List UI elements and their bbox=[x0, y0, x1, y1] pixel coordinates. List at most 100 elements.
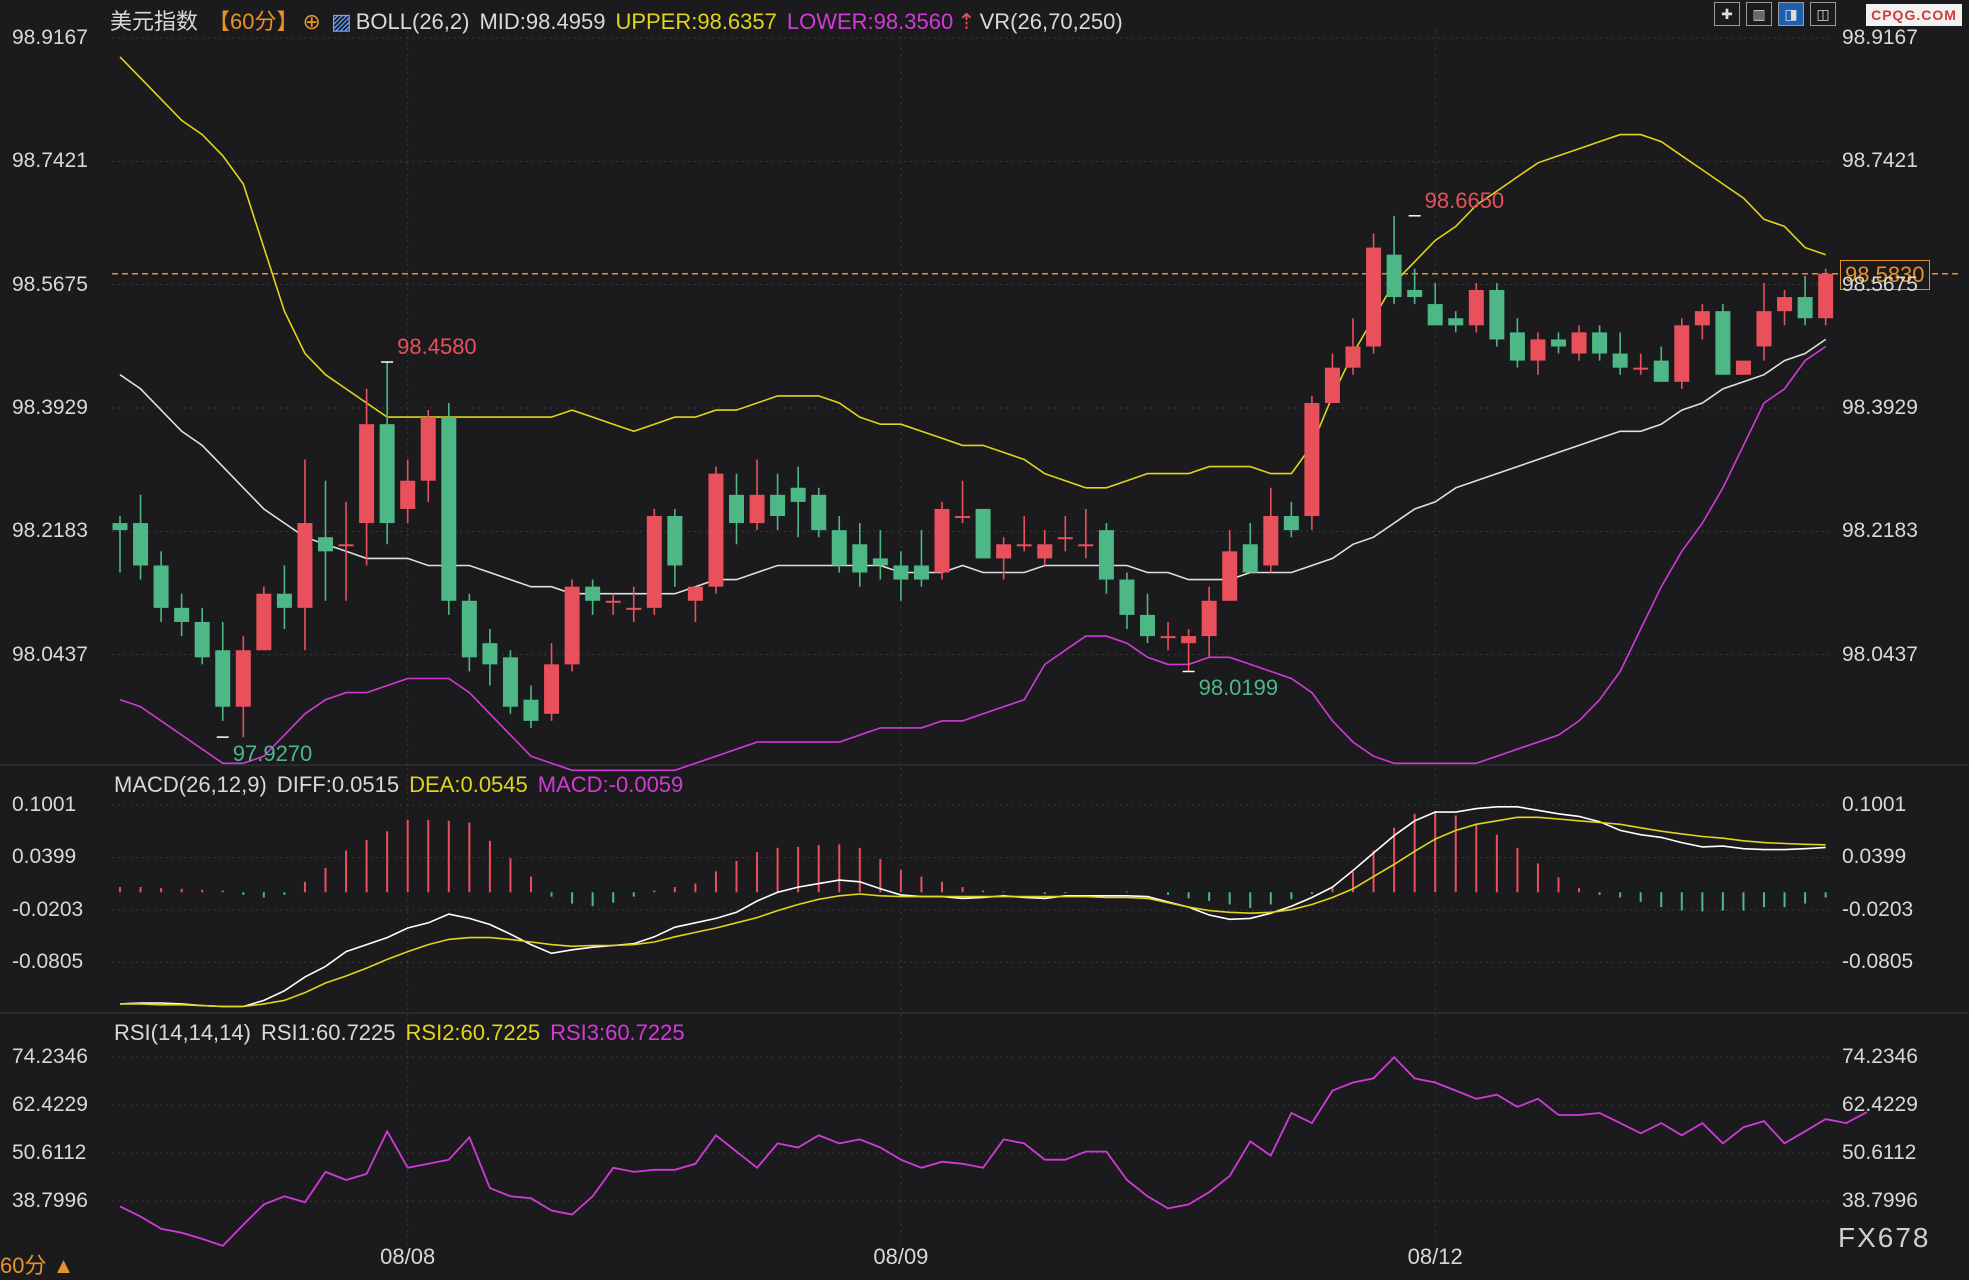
price-tick-left: 98.9167 bbox=[12, 26, 88, 49]
rsi-line bbox=[119, 1056, 1868, 1247]
candle-body bbox=[1427, 304, 1443, 326]
candle-body bbox=[502, 657, 518, 707]
expand-icon[interactable]: ◫ bbox=[1810, 2, 1836, 26]
candle-body bbox=[1653, 360, 1669, 382]
price-tick-right: 98.5675 bbox=[1842, 272, 1918, 296]
candle-body bbox=[872, 558, 888, 566]
candle-body bbox=[1674, 325, 1690, 382]
candle-body bbox=[1119, 579, 1135, 615]
date-label: 08/08 bbox=[380, 1244, 436, 1269]
macd-tick-left: -0.0805 bbox=[12, 950, 84, 974]
rsi-tick-left: 38.7996 bbox=[12, 1189, 88, 1213]
main-legend: 美元指数 【60分】 ⊕ ▨ BOLL(26,2) MID:98.4959 UPPER:98… bbox=[110, 4, 1133, 36]
rsi-tick-right: 74.2346 bbox=[1842, 1045, 1918, 1069]
candle-body bbox=[1304, 402, 1320, 517]
price-tick-left: 98.3929 bbox=[12, 396, 88, 419]
candle-body bbox=[400, 480, 416, 509]
date-label: 08/09 bbox=[873, 1244, 929, 1269]
date-label: 08/12 bbox=[1407, 1244, 1463, 1269]
candle-body bbox=[626, 607, 642, 610]
candle-body bbox=[811, 494, 827, 531]
macd-tick-right: 0.0399 bbox=[1842, 845, 1907, 869]
candle-body bbox=[708, 473, 724, 587]
candle-body bbox=[1468, 289, 1484, 326]
macd-value: MACD:-0.0059 bbox=[537, 772, 684, 797]
price-tick-right: 98.2183 bbox=[1842, 519, 1918, 543]
candle-body bbox=[564, 586, 580, 665]
boll-label: BOLL(26,2) bbox=[355, 9, 470, 34]
site-logo: CPQG.COM bbox=[1866, 4, 1962, 26]
rsi-tick-left: 50.6112 bbox=[12, 1141, 87, 1165]
vr-label: VR(26,70,250) bbox=[979, 9, 1123, 34]
candle-body bbox=[1777, 297, 1793, 312]
candle-chart-icon[interactable]: ▥ bbox=[1746, 2, 1772, 26]
current-price-tag: 98.5830 bbox=[1840, 259, 1930, 290]
candle-body bbox=[297, 523, 313, 608]
candle-body bbox=[359, 424, 375, 524]
boll-upper: UPPER:98.6357 bbox=[615, 9, 777, 34]
candle-body bbox=[276, 593, 292, 608]
candle-body bbox=[1037, 544, 1053, 559]
price-tick-left: 98.0437 bbox=[12, 642, 88, 666]
candle-body bbox=[996, 544, 1012, 559]
candle-body bbox=[975, 508, 991, 559]
candle-body bbox=[893, 565, 909, 580]
candle-body bbox=[852, 544, 868, 573]
period-label[interactable]: 【60分】 bbox=[208, 9, 299, 34]
rsi3-value: RSI3:60.7225 bbox=[550, 1020, 685, 1045]
candle-body bbox=[1263, 516, 1279, 566]
up-arrow-icon: ⇡ bbox=[957, 9, 976, 34]
candle-body bbox=[687, 586, 703, 601]
crosshair-icon[interactable]: ✚ bbox=[1714, 2, 1740, 26]
candle-body bbox=[1448, 318, 1464, 326]
candle-body bbox=[1551, 339, 1566, 347]
price-tick-right: 98.3929 bbox=[1842, 396, 1918, 419]
price-tick-right: 98.9167 bbox=[1842, 26, 1918, 49]
extreme-label: 98.6650 bbox=[1424, 187, 1505, 213]
candle-body bbox=[1222, 551, 1238, 601]
boll-upper-line bbox=[119, 56, 1826, 489]
candle-body bbox=[318, 537, 333, 552]
extreme-label: 98.4580 bbox=[397, 334, 477, 360]
price-tick-right: 98.0437 bbox=[1842, 642, 1918, 666]
candle-body bbox=[1324, 367, 1340, 403]
candle-body bbox=[1715, 311, 1731, 375]
candle-body bbox=[790, 487, 806, 502]
macd-legend: MACD(26,12,9) DIFF:0.0515 DEA:0.0545 MACD:-… bbox=[114, 772, 693, 798]
candle-body bbox=[831, 530, 847, 566]
price-tick-right: 98.7421 bbox=[1842, 149, 1918, 173]
candle-body bbox=[1201, 600, 1217, 637]
candle-body bbox=[441, 417, 457, 601]
indicator-icon[interactable]: ▨ bbox=[330, 9, 352, 34]
macd-tick-left: -0.0203 bbox=[12, 897, 84, 921]
settings-icon[interactable]: ⊕ bbox=[302, 9, 321, 34]
rsi2-value: RSI2:60.7225 bbox=[405, 1020, 541, 1045]
toolbar: ✚ ▥ ◨ ◫ bbox=[1714, 2, 1836, 26]
symbol-title: 美元指数 bbox=[110, 9, 199, 34]
candle-body bbox=[133, 523, 149, 566]
candle-body bbox=[523, 699, 539, 721]
candle-body bbox=[1489, 289, 1505, 340]
candle-body bbox=[646, 516, 662, 608]
candle-body bbox=[605, 600, 621, 603]
candle-body bbox=[1818, 273, 1834, 319]
candle-body bbox=[770, 494, 786, 517]
watermark: FX678 bbox=[1838, 1222, 1931, 1253]
rsi-title: RSI(14,14,14) bbox=[114, 1020, 251, 1045]
candle-body bbox=[1612, 353, 1628, 368]
candle-body bbox=[420, 417, 436, 481]
candle-body bbox=[1181, 636, 1197, 644]
price-tick-left: 98.7421 bbox=[12, 149, 88, 173]
candle-body bbox=[667, 516, 683, 566]
candle-body bbox=[1386, 254, 1402, 298]
price-tick-left: 98.5675 bbox=[12, 272, 88, 296]
rsi-tick-left: 74.2346 bbox=[12, 1045, 88, 1069]
macd-tick-right: 0.1001 bbox=[1842, 793, 1907, 816]
period-switch[interactable]: 60分 ▲ bbox=[0, 1253, 75, 1278]
line-chart-icon[interactable]: ◨ bbox=[1778, 2, 1804, 26]
macd-title: MACD(26,12,9) bbox=[114, 772, 267, 797]
macd-tick-right: -0.0805 bbox=[1842, 950, 1914, 974]
candle-body bbox=[256, 593, 272, 651]
rsi-tick-right: 38.7996 bbox=[1842, 1189, 1918, 1213]
boll-lower: LOWER:98.3560 bbox=[786, 9, 954, 34]
